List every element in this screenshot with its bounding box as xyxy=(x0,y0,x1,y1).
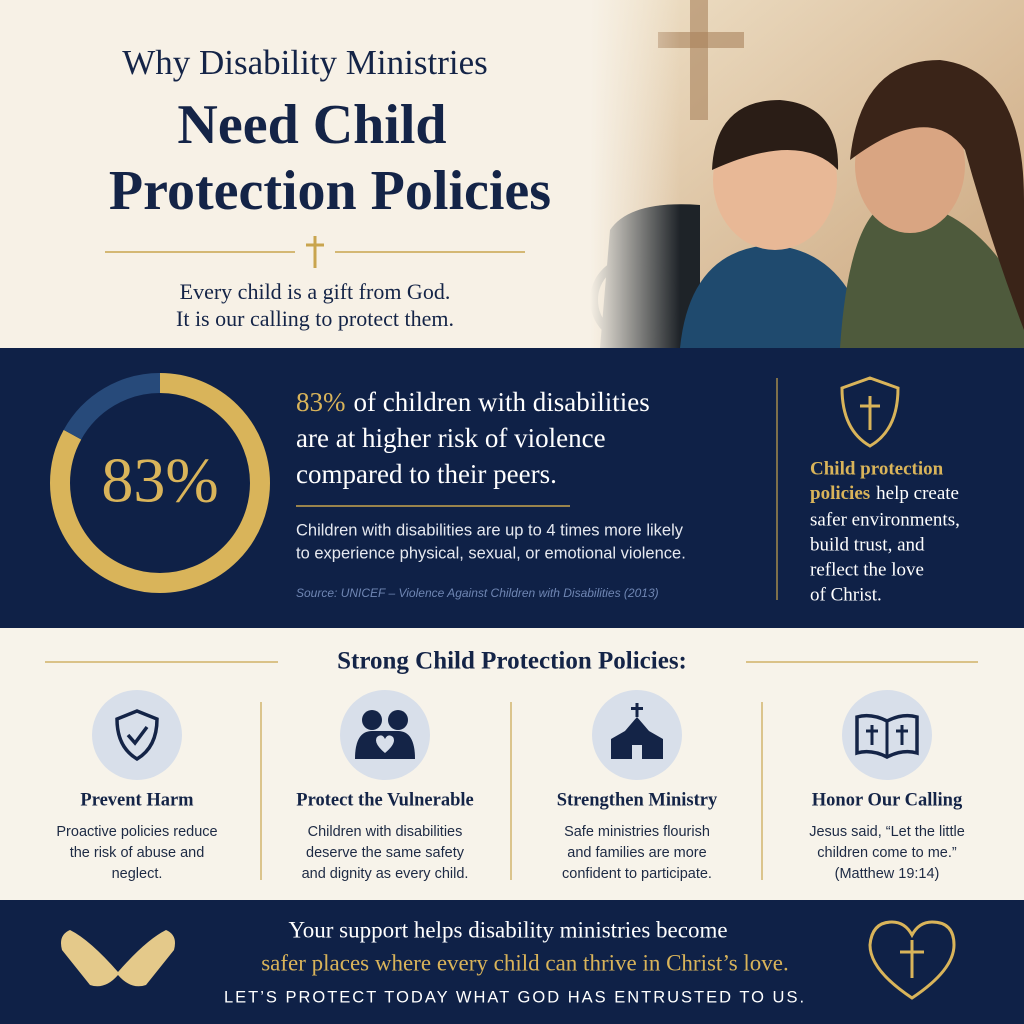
title-line: Need Child xyxy=(177,94,446,156)
title-divider xyxy=(105,236,525,268)
stat-headline-line: are at higher risk of violence xyxy=(296,423,606,453)
heart-icon xyxy=(868,920,956,1000)
policy-desc: Proactive policies reduce xyxy=(56,824,217,840)
policy-title: Protect the Vulnerable xyxy=(296,790,473,810)
stat-highlight: 83% xyxy=(296,387,346,417)
stat-headline-line: of children with disabilities xyxy=(354,387,650,417)
policy-desc: and families are more xyxy=(567,845,706,861)
donut-segment xyxy=(50,373,270,593)
title-line: Why Disability Ministries xyxy=(122,43,488,82)
side-highlight: Child protection xyxy=(810,458,944,479)
stat-headline: 83% of children with disabilities xyxy=(296,387,650,417)
policy-icon xyxy=(855,713,919,759)
side-line: help create xyxy=(876,483,959,504)
footer-line: Your support helps disability ministries… xyxy=(288,917,727,942)
policy-title: Prevent Harm xyxy=(80,790,194,810)
policy-icon xyxy=(611,703,663,759)
policy-desc: and dignity as every child. xyxy=(302,866,469,882)
hands-icon xyxy=(61,930,175,987)
policy-desc: confident to participate. xyxy=(562,866,712,882)
policy-desc: (Matthew 19:14) xyxy=(835,866,940,882)
icon-circle xyxy=(92,690,182,780)
policy-desc: children come to me.” xyxy=(817,845,957,861)
source: Source: UNICEF – Violence Against Childr… xyxy=(296,586,659,600)
policy-desc: the risk of abuse and xyxy=(70,845,205,861)
policy-desc: neglect. xyxy=(112,866,163,882)
footer-line: LET’S PROTECT TODAY WHAT GOD HAS ENTRUST… xyxy=(224,988,806,1006)
side-line: safer environments, xyxy=(810,509,960,530)
footer-bg xyxy=(0,900,1024,1024)
side-line: reflect the love xyxy=(810,559,924,580)
photo xyxy=(590,0,1024,348)
policy-desc: Children with disabilities xyxy=(308,824,463,840)
donut-label: 83% xyxy=(101,445,218,516)
stat-body: to experience physical, sexual, or emoti… xyxy=(296,544,686,562)
footer-line: safer places where every child can thriv… xyxy=(261,950,789,975)
policy-desc: Jesus said, “Let the little xyxy=(809,824,965,840)
policy-title: Strengthen Ministry xyxy=(557,790,718,810)
side-line: policies help create xyxy=(810,483,959,504)
policy-desc: Safe ministries flourish xyxy=(564,824,710,840)
stat-headline-line: compared to their peers. xyxy=(296,459,557,489)
policy-icon xyxy=(355,710,415,759)
subtitle-line: Every child is a gift from God. xyxy=(180,279,451,304)
policies-heading: Strong Child Protection Policies: xyxy=(337,648,687,675)
side-highlight: policies xyxy=(810,483,870,504)
policy-icon xyxy=(115,709,159,762)
subtitle-line: It is our calling to protect them. xyxy=(176,306,454,331)
title-line: Protection Policies xyxy=(109,160,551,222)
shield-icon xyxy=(840,376,900,448)
stat-body: Children with disabilities are up to 4 t… xyxy=(296,521,684,539)
policy-desc: deserve the same safety xyxy=(306,845,465,861)
side-line: of Christ. xyxy=(810,584,882,605)
policy-title: Honor Our Calling xyxy=(812,790,963,810)
side-line: build trust, and xyxy=(810,534,925,555)
